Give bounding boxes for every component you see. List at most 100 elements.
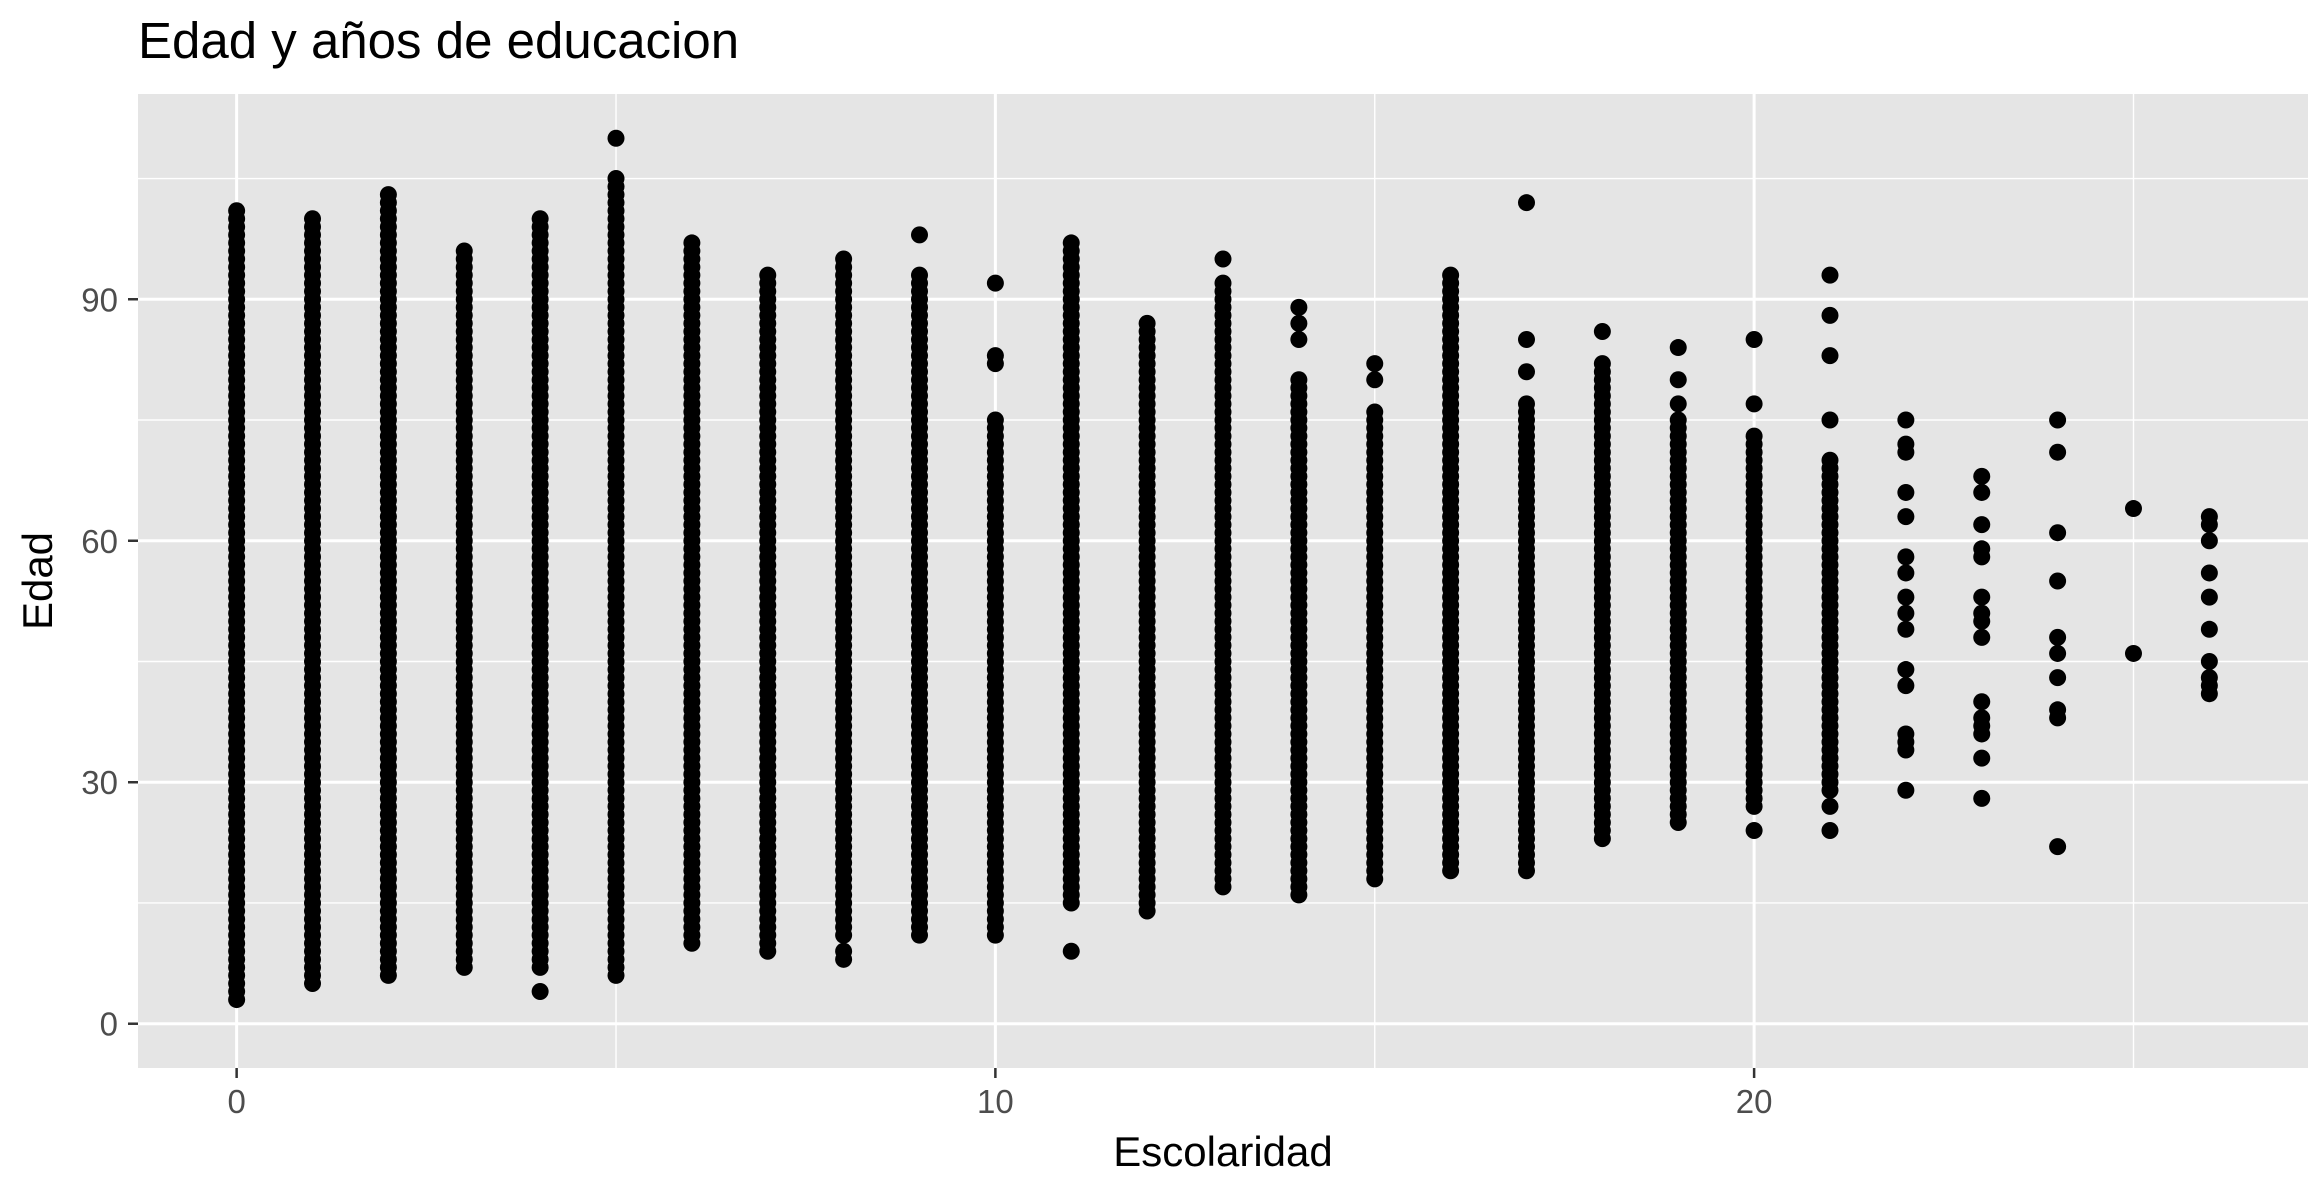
data-point [986,411,1004,429]
data-point [1973,467,1991,485]
data-point [835,950,853,968]
data-point [1821,266,1839,284]
data-point [683,234,701,252]
data-point [2200,564,2218,582]
data-point [835,250,853,268]
data-point [2200,588,2218,606]
data-point [1897,588,1915,606]
data-point [1745,395,1763,413]
data-point [2200,516,2218,534]
data-point [1517,363,1535,381]
data-point [607,170,625,188]
data-point [1745,331,1763,349]
data-point [1821,797,1839,815]
data-point [1973,749,1991,767]
data-point [1366,371,1384,389]
data-point [1897,781,1915,799]
data-point [1897,483,1915,501]
data-point [1973,725,1991,743]
data-point [1973,612,1991,630]
data-point [1138,314,1156,332]
x-tick-label: 0 [227,1083,245,1120]
data-point [2124,644,2142,662]
data-point [1745,427,1763,445]
data-point [304,210,322,228]
data-point [1442,266,1460,284]
data-point [1897,443,1915,461]
data-point [1366,403,1384,421]
data-point [1593,355,1611,373]
y-tick-label: 90 [81,281,118,318]
data-point [1517,194,1535,212]
data-point [1745,822,1763,840]
data-point [1669,371,1687,389]
data-point [1669,395,1687,413]
data-point [1897,661,1915,679]
x-tick-label: 20 [1736,1083,1773,1120]
data-point [2049,838,2067,856]
data-point [1897,548,1915,566]
data-point [1973,789,1991,807]
data-point [2049,669,2067,687]
y-axis-title: Edad [14,532,61,630]
data-point [1973,483,1991,501]
data-point [2200,620,2218,638]
data-point [1290,314,1308,332]
data-point [1517,331,1535,349]
data-point [379,186,397,204]
data-point [1821,822,1839,840]
data-point [1593,322,1611,340]
data-point [2049,628,2067,646]
data-point [1973,693,1991,711]
data-point [1821,306,1839,324]
data-point [2200,685,2218,703]
data-point [1214,274,1232,292]
chart-title: Edad y años de educacion [138,12,739,69]
data-point [2049,443,2067,461]
data-point [1669,411,1687,429]
data-point [1897,604,1915,622]
data-point [1897,741,1915,759]
data-point [1290,298,1308,316]
data-point [607,129,625,147]
data-point [911,266,929,284]
data-point [1897,677,1915,695]
data-point [1821,347,1839,365]
data-point [1366,355,1384,373]
x-tick-label: 10 [977,1083,1014,1120]
data-point [455,242,473,260]
data-point [2049,709,2067,727]
data-point [1973,516,1991,534]
data-point [1897,411,1915,429]
data-point [1897,620,1915,638]
data-point [1214,250,1232,268]
data-point [2049,524,2067,542]
data-point [1062,234,1080,252]
data-point [2049,644,2067,662]
x-axis-ticks: 0 10 20 [227,1068,1772,1120]
data-point [1973,628,1991,646]
data-point [1821,411,1839,429]
y-tick-label: 60 [81,523,118,560]
data-point [1290,331,1308,349]
data-point [911,226,929,244]
y-tick-label: 30 [81,764,118,801]
x-axis-title: Escolaridad [1113,1128,1332,1175]
data-point [1897,564,1915,582]
data-point [1669,339,1687,357]
data-point [2124,500,2142,518]
data-point [2049,411,2067,429]
data-point [2200,532,2218,550]
data-points [228,129,2218,1009]
y-axis-ticks: 0 30 60 90 [81,281,138,1043]
data-point [228,202,246,220]
data-point [986,347,1004,365]
data-point [986,274,1004,292]
data-point [531,210,549,228]
data-point [1973,548,1991,566]
data-point [1897,508,1915,526]
data-point [1821,451,1839,469]
data-point [1517,395,1535,413]
y-tick-label: 0 [100,1006,118,1043]
